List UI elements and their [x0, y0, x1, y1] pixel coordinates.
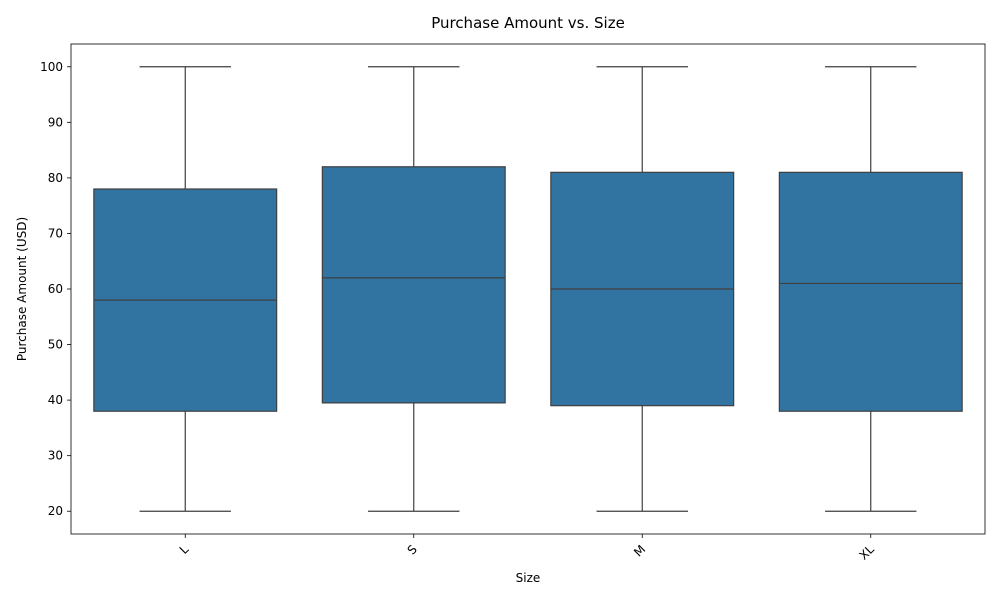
y-tick-label: 100 — [40, 60, 63, 74]
x-tick-label: L — [177, 542, 192, 557]
x-axis-label: Size — [516, 571, 541, 585]
x-axis: L S M XL — [177, 534, 877, 563]
iqr-box — [778, 171, 963, 412]
plot-area — [93, 66, 963, 512]
y-tick-label: 40 — [48, 393, 63, 407]
box-L — [93, 66, 278, 512]
iqr-box — [321, 166, 506, 404]
x-tick-label: S — [405, 542, 420, 557]
y-tick-label: 60 — [48, 282, 63, 296]
chart-title: Purchase Amount vs. Size — [431, 14, 625, 32]
y-tick-label: 50 — [48, 338, 63, 352]
y-tick-label: 20 — [48, 504, 63, 518]
y-tick-label: 70 — [48, 226, 63, 240]
box-M — [550, 66, 735, 512]
x-tick-label: XL — [856, 542, 877, 563]
box-S — [321, 66, 506, 512]
y-tick-label: 90 — [48, 115, 63, 129]
y-tick-label: 80 — [48, 171, 63, 185]
x-tick-label: M — [631, 542, 648, 559]
y-tick-label: 30 — [48, 449, 63, 463]
y-axis: 20 30 40 50 60 70 80 90 100 — [40, 60, 71, 518]
y-axis-label: Purchase Amount (USD) — [15, 217, 29, 361]
box-XL — [778, 66, 963, 512]
